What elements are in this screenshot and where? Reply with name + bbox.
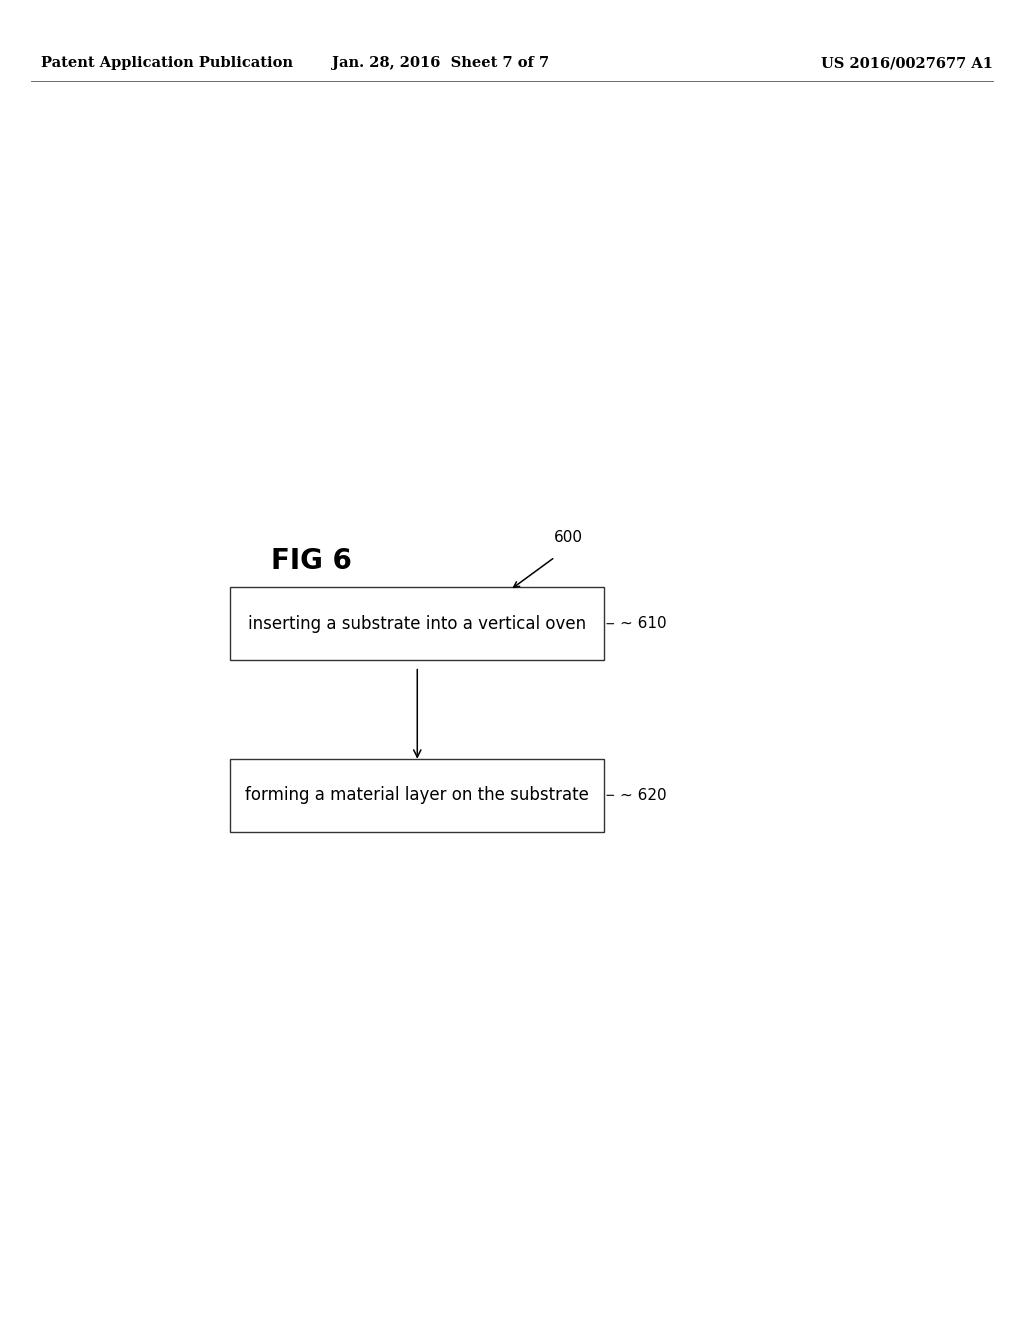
- Text: forming a material layer on the substrate: forming a material layer on the substrat…: [246, 787, 589, 804]
- Text: Patent Application Publication: Patent Application Publication: [41, 57, 293, 70]
- Text: 600: 600: [554, 531, 583, 545]
- FancyBboxPatch shape: [230, 759, 604, 832]
- Text: US 2016/0027677 A1: US 2016/0027677 A1: [821, 57, 993, 70]
- Text: ~ 620: ~ 620: [620, 788, 667, 803]
- Text: inserting a substrate into a vertical oven: inserting a substrate into a vertical ov…: [248, 615, 587, 632]
- Text: FIG 6: FIG 6: [271, 546, 352, 576]
- Text: Jan. 28, 2016  Sheet 7 of 7: Jan. 28, 2016 Sheet 7 of 7: [332, 57, 549, 70]
- Text: ~ 610: ~ 610: [620, 616, 667, 631]
- FancyBboxPatch shape: [230, 587, 604, 660]
